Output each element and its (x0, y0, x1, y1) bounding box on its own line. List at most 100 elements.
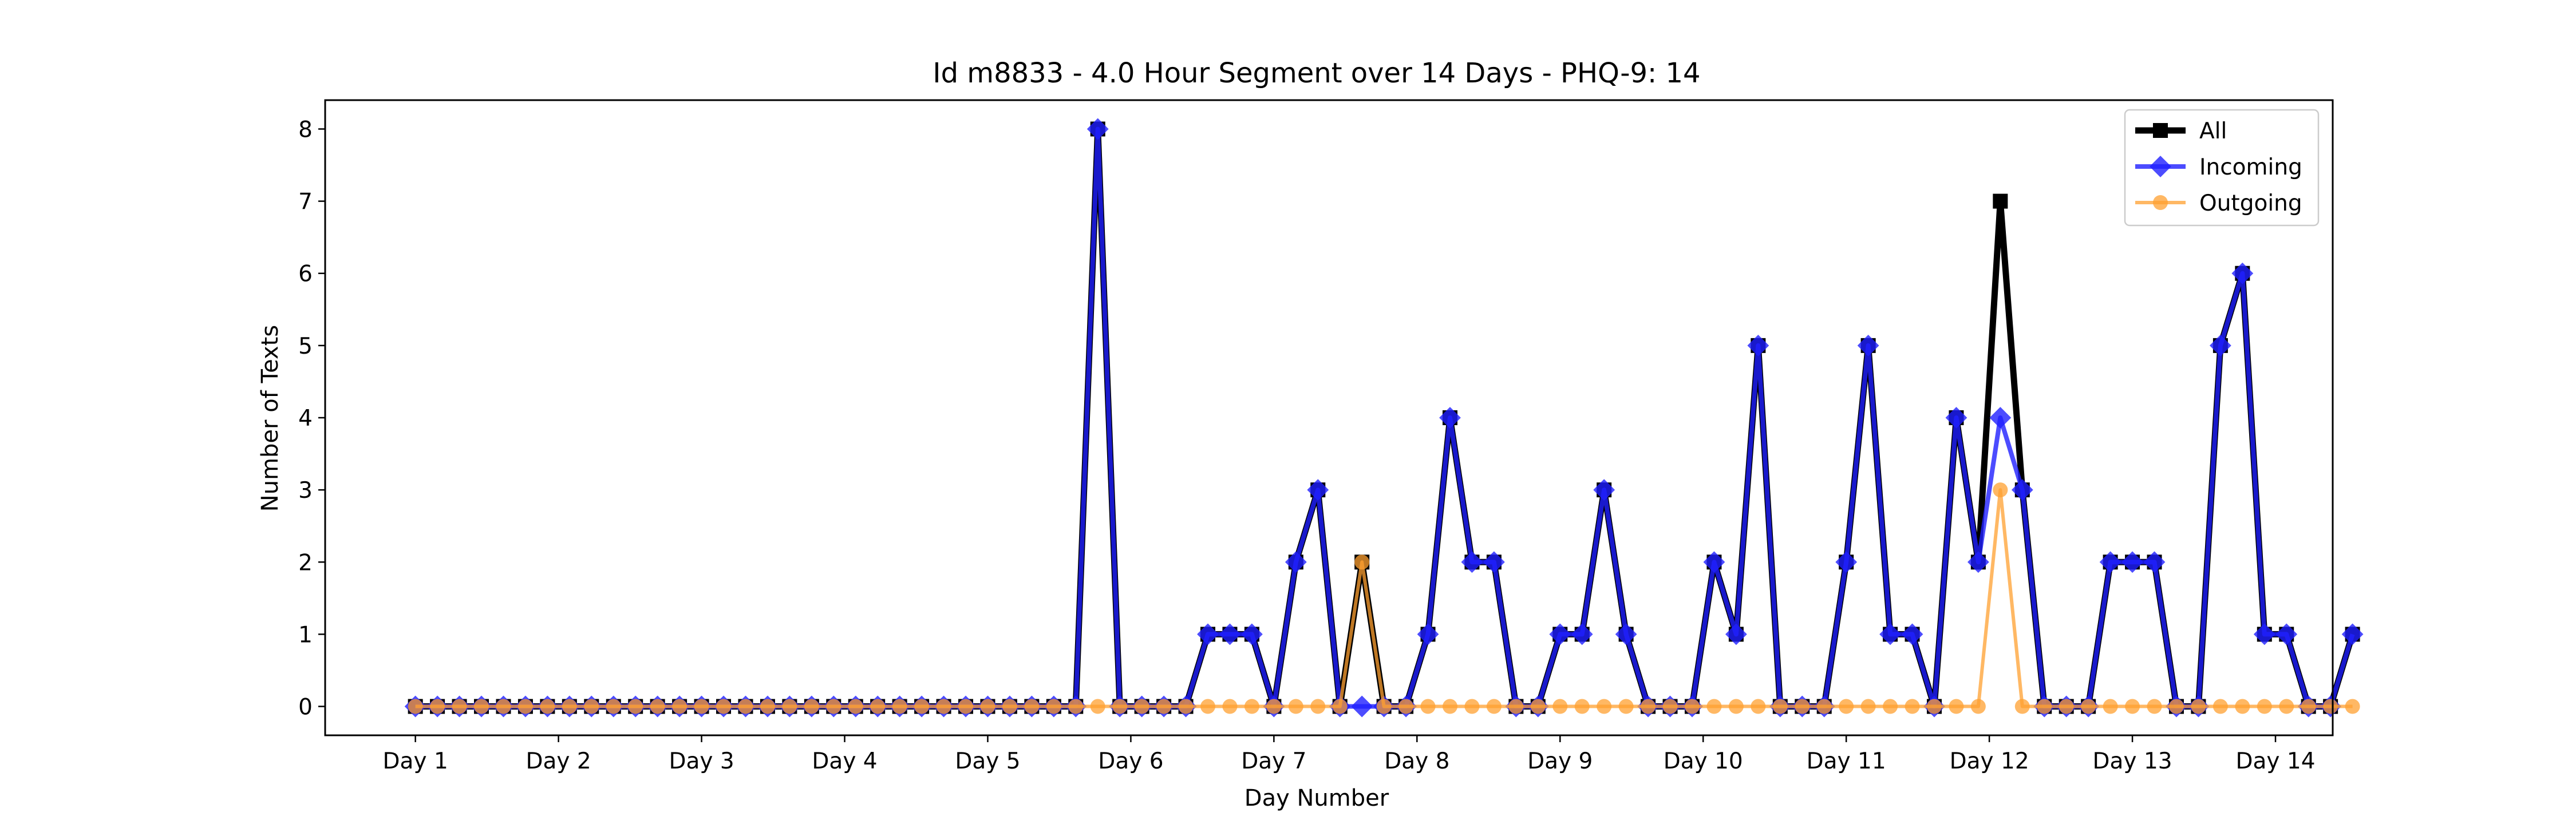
series-outgoing-point (2323, 699, 2338, 714)
chart-title: Id m8833 - 4.0 Hour Segment over 14 Days… (933, 57, 1700, 89)
series-outgoing-point (1574, 699, 1590, 714)
series-outgoing-point (1662, 699, 1678, 714)
legend: All Incoming Outgoing (2124, 109, 2320, 227)
y-tick-label: 1 (298, 622, 313, 648)
series-outgoing-point (1684, 699, 1700, 714)
series-outgoing-point (1376, 699, 1392, 714)
series-incoming-point (1549, 623, 1571, 645)
legend-item-all-label: All (2199, 118, 2227, 144)
series-outgoing-point (606, 699, 621, 714)
series-outgoing-point (2059, 699, 2074, 714)
series-outgoing-point (1134, 699, 1149, 714)
series-outgoing-point (1970, 699, 1986, 714)
series-outgoing-point (1860, 699, 1876, 714)
series-incoming-point (1967, 551, 1989, 573)
series-incoming-point (1417, 623, 1439, 645)
series-outgoing-point (1751, 699, 1766, 714)
series-incoming-point (1747, 334, 1769, 356)
series-incoming-point (2121, 551, 2143, 573)
x-tick-label: Day 9 (1527, 748, 1593, 774)
series-outgoing-point (452, 699, 467, 714)
series-outgoing (408, 482, 2360, 714)
x-tick-label: Day 3 (669, 748, 734, 774)
series-outgoing-point (1178, 699, 1194, 714)
series-outgoing-point (496, 699, 511, 714)
series-outgoing-point (2037, 699, 2052, 714)
series-outgoing-point (760, 699, 775, 714)
legend-item-outgoing-point (2153, 195, 2168, 210)
series-outgoing-point (1420, 699, 1436, 714)
series-outgoing-point (1288, 699, 1303, 714)
legend-frame (2124, 109, 2320, 227)
series-outgoing-point (1839, 699, 1854, 714)
series-outgoing-point (1310, 699, 1326, 714)
series-incoming-point (1593, 479, 1615, 501)
x-tick-label: Day 8 (1384, 748, 1449, 774)
series-outgoing-point (1024, 699, 1040, 714)
series-outgoing-point (1949, 699, 1964, 714)
series-incoming-point (1703, 551, 1725, 573)
series-incoming-point (1615, 623, 1637, 645)
series-outgoing-point (1244, 699, 1259, 714)
x-tick-label: Day 14 (2235, 748, 2315, 774)
series-outgoing-point (2301, 699, 2316, 714)
series-outgoing-point (1046, 699, 1061, 714)
series-outgoing-point (1641, 699, 1656, 714)
y-tick-label: 5 (298, 334, 313, 359)
series-outgoing-point (2147, 699, 2162, 714)
series-outgoing-point (1772, 699, 1788, 714)
series-outgoing-point (1112, 699, 1128, 714)
series-outgoing-point (584, 699, 599, 714)
x-axis-label: Day Number (1244, 785, 1389, 811)
series-outgoing-point (782, 699, 797, 714)
series-outgoing-point (1002, 699, 1017, 714)
series-outgoing-point (826, 699, 841, 714)
series-incoming-point (1901, 623, 1923, 645)
x-tick-label: Day 6 (1098, 748, 1163, 774)
legend-item-incoming: Incoming (2135, 154, 2302, 180)
legend-item-incoming-point (2150, 156, 2171, 177)
series-outgoing-point (716, 699, 732, 714)
series-outgoing-point (1816, 699, 1832, 714)
series-outgoing-point (980, 699, 995, 714)
series-outgoing-point (2257, 699, 2272, 714)
series-outgoing-point (517, 699, 533, 714)
series-outgoing-point (1508, 699, 1524, 714)
legend-item-incoming-label: Incoming (2199, 154, 2302, 180)
x-tick-label: Day 5 (955, 748, 1020, 774)
series-outgoing-point (892, 699, 907, 714)
series-incoming-point (2209, 334, 2231, 356)
series-outgoing-point (2168, 699, 2184, 714)
series-outgoing-point (562, 699, 577, 714)
plot-frame (324, 99, 2334, 736)
x-tick-label: Day 13 (2093, 748, 2172, 774)
series-incoming-point (1483, 551, 1505, 573)
series-incoming-point (1989, 407, 2012, 429)
series-outgoing-point (1795, 699, 1810, 714)
x-tick-label: Day 4 (812, 748, 877, 774)
series-outgoing-point (1090, 699, 1105, 714)
series-outgoing-point (1728, 699, 1744, 714)
y-axis-label: Number of Texts (257, 325, 283, 512)
series-incoming-point (1285, 551, 1307, 573)
series-outgoing-point (1398, 699, 1414, 714)
series-outgoing-point (2103, 699, 2118, 714)
x-tick-label: Day 1 (383, 748, 448, 774)
series-incoming-point (2099, 551, 2121, 573)
series-outgoing-point (1486, 699, 1502, 714)
series-outgoing-point (1222, 699, 1238, 714)
series-outgoing-point (2081, 699, 2096, 714)
y-tick-label: 8 (298, 117, 313, 142)
y-tick-label: 6 (298, 262, 313, 287)
axis-ticks: Day 1 Day 2 Day 3 Day 4 Day 5 Day 6 Day 7 Day 8… (298, 117, 2315, 774)
series-incoming-point (1086, 118, 1109, 140)
series-incoming-point (1439, 407, 1461, 429)
series-outgoing-point (1354, 554, 1370, 570)
series-outgoing-point (1266, 699, 1282, 714)
series-outgoing-point (540, 699, 555, 714)
x-tick-label: Day 10 (1664, 748, 1743, 774)
series-outgoing-point (1332, 699, 1348, 714)
x-tick-label: Day 2 (526, 748, 591, 774)
series-outgoing-point (1552, 699, 1568, 714)
series-outgoing-point (672, 699, 688, 714)
